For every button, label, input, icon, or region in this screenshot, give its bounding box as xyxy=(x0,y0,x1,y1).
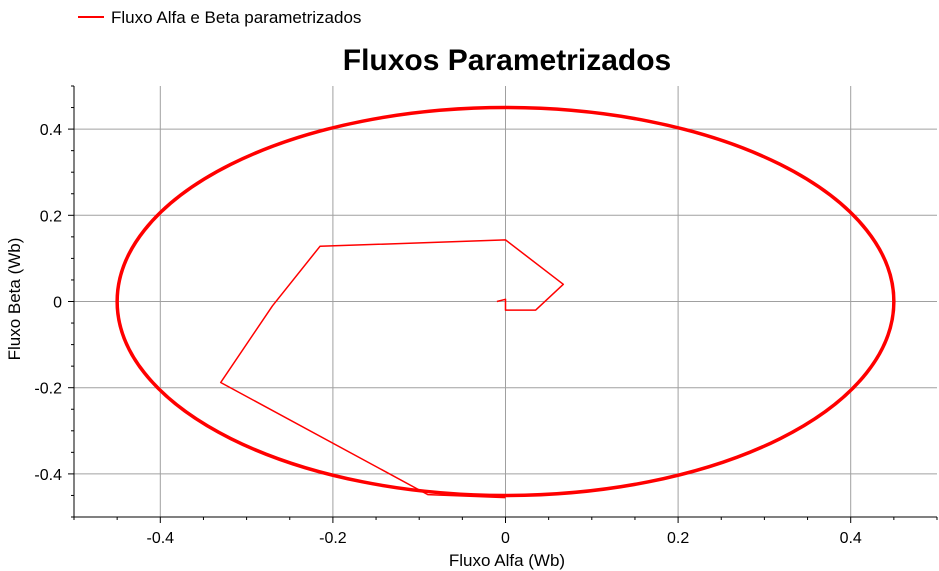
legend: Fluxo Alfa e Beta parametrizados xyxy=(78,8,361,27)
series xyxy=(115,105,896,499)
x-tick-label: -0.2 xyxy=(319,530,347,547)
y-tick-label: 0 xyxy=(53,295,62,312)
x-tick-label: 0 xyxy=(501,530,510,547)
legend-label: Fluxo Alfa e Beta parametrizados xyxy=(111,8,361,27)
series-line-ellipse xyxy=(115,105,896,498)
y-tick-label: 0.2 xyxy=(40,208,62,225)
y-tick-label: -0.2 xyxy=(34,381,62,398)
y-tick-label: -0.4 xyxy=(34,467,62,484)
series-line-transient xyxy=(219,239,565,499)
x-axis-label: Fluxo Alfa (Wb) xyxy=(449,551,565,570)
y-axis-label: Fluxo Beta (Wb) xyxy=(5,238,24,361)
ticks: -0.4 -0.2 0 0.2 0.4 -0.4 -0.2 0 0.2 0.4 xyxy=(34,122,861,547)
axes xyxy=(68,85,938,523)
grid xyxy=(74,86,937,517)
x-tick-label: 0.4 xyxy=(840,530,862,547)
x-tick-label: 0.2 xyxy=(667,530,689,547)
x-tick-label: -0.4 xyxy=(147,530,175,547)
y-tick-label: 0.4 xyxy=(40,122,62,139)
chart-title: Fluxos Parametrizados xyxy=(343,44,671,77)
